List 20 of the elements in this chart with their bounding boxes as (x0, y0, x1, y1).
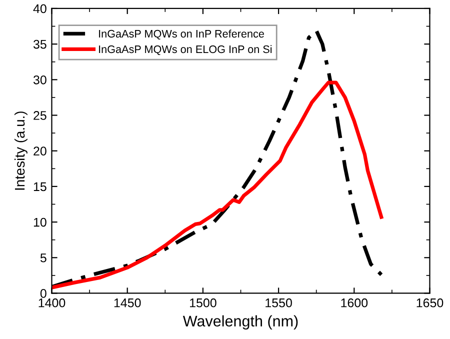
x-axis-title: Wavelength (nm) (182, 315, 298, 330)
y-axis-title: Intesity (a.u.) (14, 112, 28, 190)
legend-label: InGaAsP MQWs on ELOG InP on Si (99, 45, 272, 56)
x-tick-label: 1400 (38, 298, 66, 308)
y-tick-label: 40 (33, 4, 46, 14)
x-tick-label: 1600 (341, 298, 368, 308)
x-tick-label: 1500 (190, 298, 216, 308)
y-tick-label: 0 (40, 289, 46, 298)
x-tick-label: 1450 (114, 298, 141, 308)
y-tick-label: 15 (34, 182, 46, 192)
y-tick-label: 20 (34, 146, 46, 156)
legend-label: InGaAsP MQWs on InP Reference (99, 30, 264, 40)
x-tick-label: 1550 (266, 298, 292, 308)
line-series (52, 80, 384, 290)
y-tick-label: 35 (33, 40, 46, 49)
y-tick-label: 25 (34, 111, 46, 120)
y-tick-label: 10 (34, 218, 46, 227)
y-tick-label: 5 (40, 254, 46, 262)
x-tick-label: 1650 (416, 298, 444, 308)
y-tick-label: 30 (33, 75, 46, 84)
